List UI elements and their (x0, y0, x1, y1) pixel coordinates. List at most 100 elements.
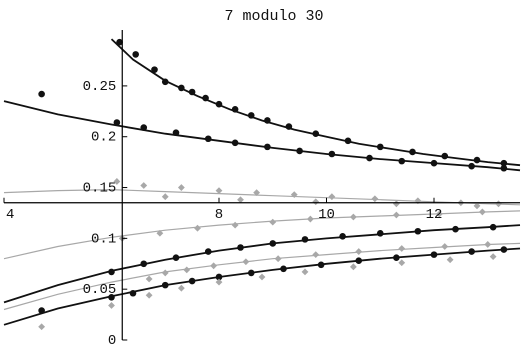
data-point (231, 221, 239, 229)
data-point (301, 236, 309, 243)
data-point (328, 150, 336, 158)
data-point (344, 137, 352, 145)
data-point (231, 139, 239, 147)
data-point (242, 258, 250, 266)
data-point (296, 147, 303, 155)
data-point (210, 262, 218, 270)
curve-2 (3, 100, 521, 172)
data-point (349, 213, 357, 221)
data-point (306, 215, 314, 223)
curve-1 (110, 38, 521, 167)
data-point (409, 148, 416, 156)
data-point (312, 251, 320, 259)
data-point (172, 129, 180, 136)
data-point (392, 200, 400, 208)
data-point (452, 225, 459, 233)
data-point (500, 159, 508, 167)
data-point (376, 143, 384, 151)
data-point (430, 159, 438, 167)
data-point (204, 248, 212, 255)
data-point (177, 184, 185, 191)
data-point (274, 255, 282, 263)
y-tick-label: 0.15 (83, 181, 117, 197)
x-tick-label: 8 (215, 207, 223, 223)
data-point (349, 263, 357, 271)
data-point (194, 224, 201, 232)
data-point (392, 211, 400, 219)
data-point (183, 266, 191, 274)
data-point (489, 253, 497, 261)
curve-7 (3, 247, 521, 326)
data-point (145, 291, 153, 299)
data-point (264, 117, 271, 124)
data-point (317, 261, 325, 269)
data-point (328, 193, 336, 201)
data-point (129, 289, 137, 297)
curve-5 (3, 242, 521, 311)
data-point (280, 265, 287, 273)
data-point (237, 196, 244, 204)
x-tick-label: 12 (426, 207, 443, 223)
data-point (253, 189, 261, 197)
data-point (430, 251, 438, 258)
data-point (500, 246, 508, 253)
data-point (366, 154, 373, 162)
data-point (108, 294, 115, 301)
data-point (140, 124, 148, 131)
data-point (161, 281, 169, 289)
data-point (38, 323, 46, 331)
data-point (38, 307, 45, 314)
data-point (202, 94, 209, 102)
fitted-curves (3, 38, 521, 326)
y-tick-label: 0.25 (83, 79, 117, 95)
data-point (156, 229, 164, 237)
data-point (285, 123, 293, 130)
data-point (172, 254, 180, 261)
data-point (473, 156, 481, 164)
data-point (38, 90, 45, 98)
data-point (113, 178, 121, 185)
data-point (215, 100, 223, 108)
data-point (312, 198, 320, 206)
data-point (473, 202, 481, 210)
data-point (178, 84, 185, 92)
data-point (398, 245, 406, 252)
data-point (393, 254, 400, 261)
data-point (108, 302, 115, 309)
data-points (38, 38, 508, 331)
data-point (140, 182, 148, 189)
data-point (376, 229, 384, 237)
data-point (414, 227, 422, 235)
y-tick-label: 0.1 (91, 231, 116, 247)
data-point (161, 78, 169, 86)
x-tick-label: 10 (318, 207, 335, 223)
data-point (231, 105, 239, 113)
data-point (188, 277, 196, 285)
data-point (188, 88, 196, 96)
data-point (446, 256, 454, 264)
x-tick-label: 4 (6, 207, 14, 223)
data-point (151, 66, 158, 73)
data-point (398, 157, 406, 165)
data-point (215, 278, 223, 286)
data-point (132, 51, 139, 58)
y-tick-label: 0.2 (91, 130, 116, 146)
data-point (371, 195, 379, 203)
data-point (312, 130, 320, 137)
data-point (258, 273, 266, 281)
data-point (484, 241, 492, 248)
data-point (478, 208, 486, 216)
data-point (398, 259, 406, 267)
data-point (414, 197, 422, 205)
data-point (339, 233, 346, 240)
data-point (113, 119, 121, 126)
data-point (301, 268, 309, 276)
data-point (204, 135, 212, 143)
data-point (215, 187, 223, 194)
data-point (161, 193, 169, 201)
data-point (355, 257, 363, 265)
data-point (145, 275, 153, 283)
y-tick-label: 0 (108, 333, 116, 349)
